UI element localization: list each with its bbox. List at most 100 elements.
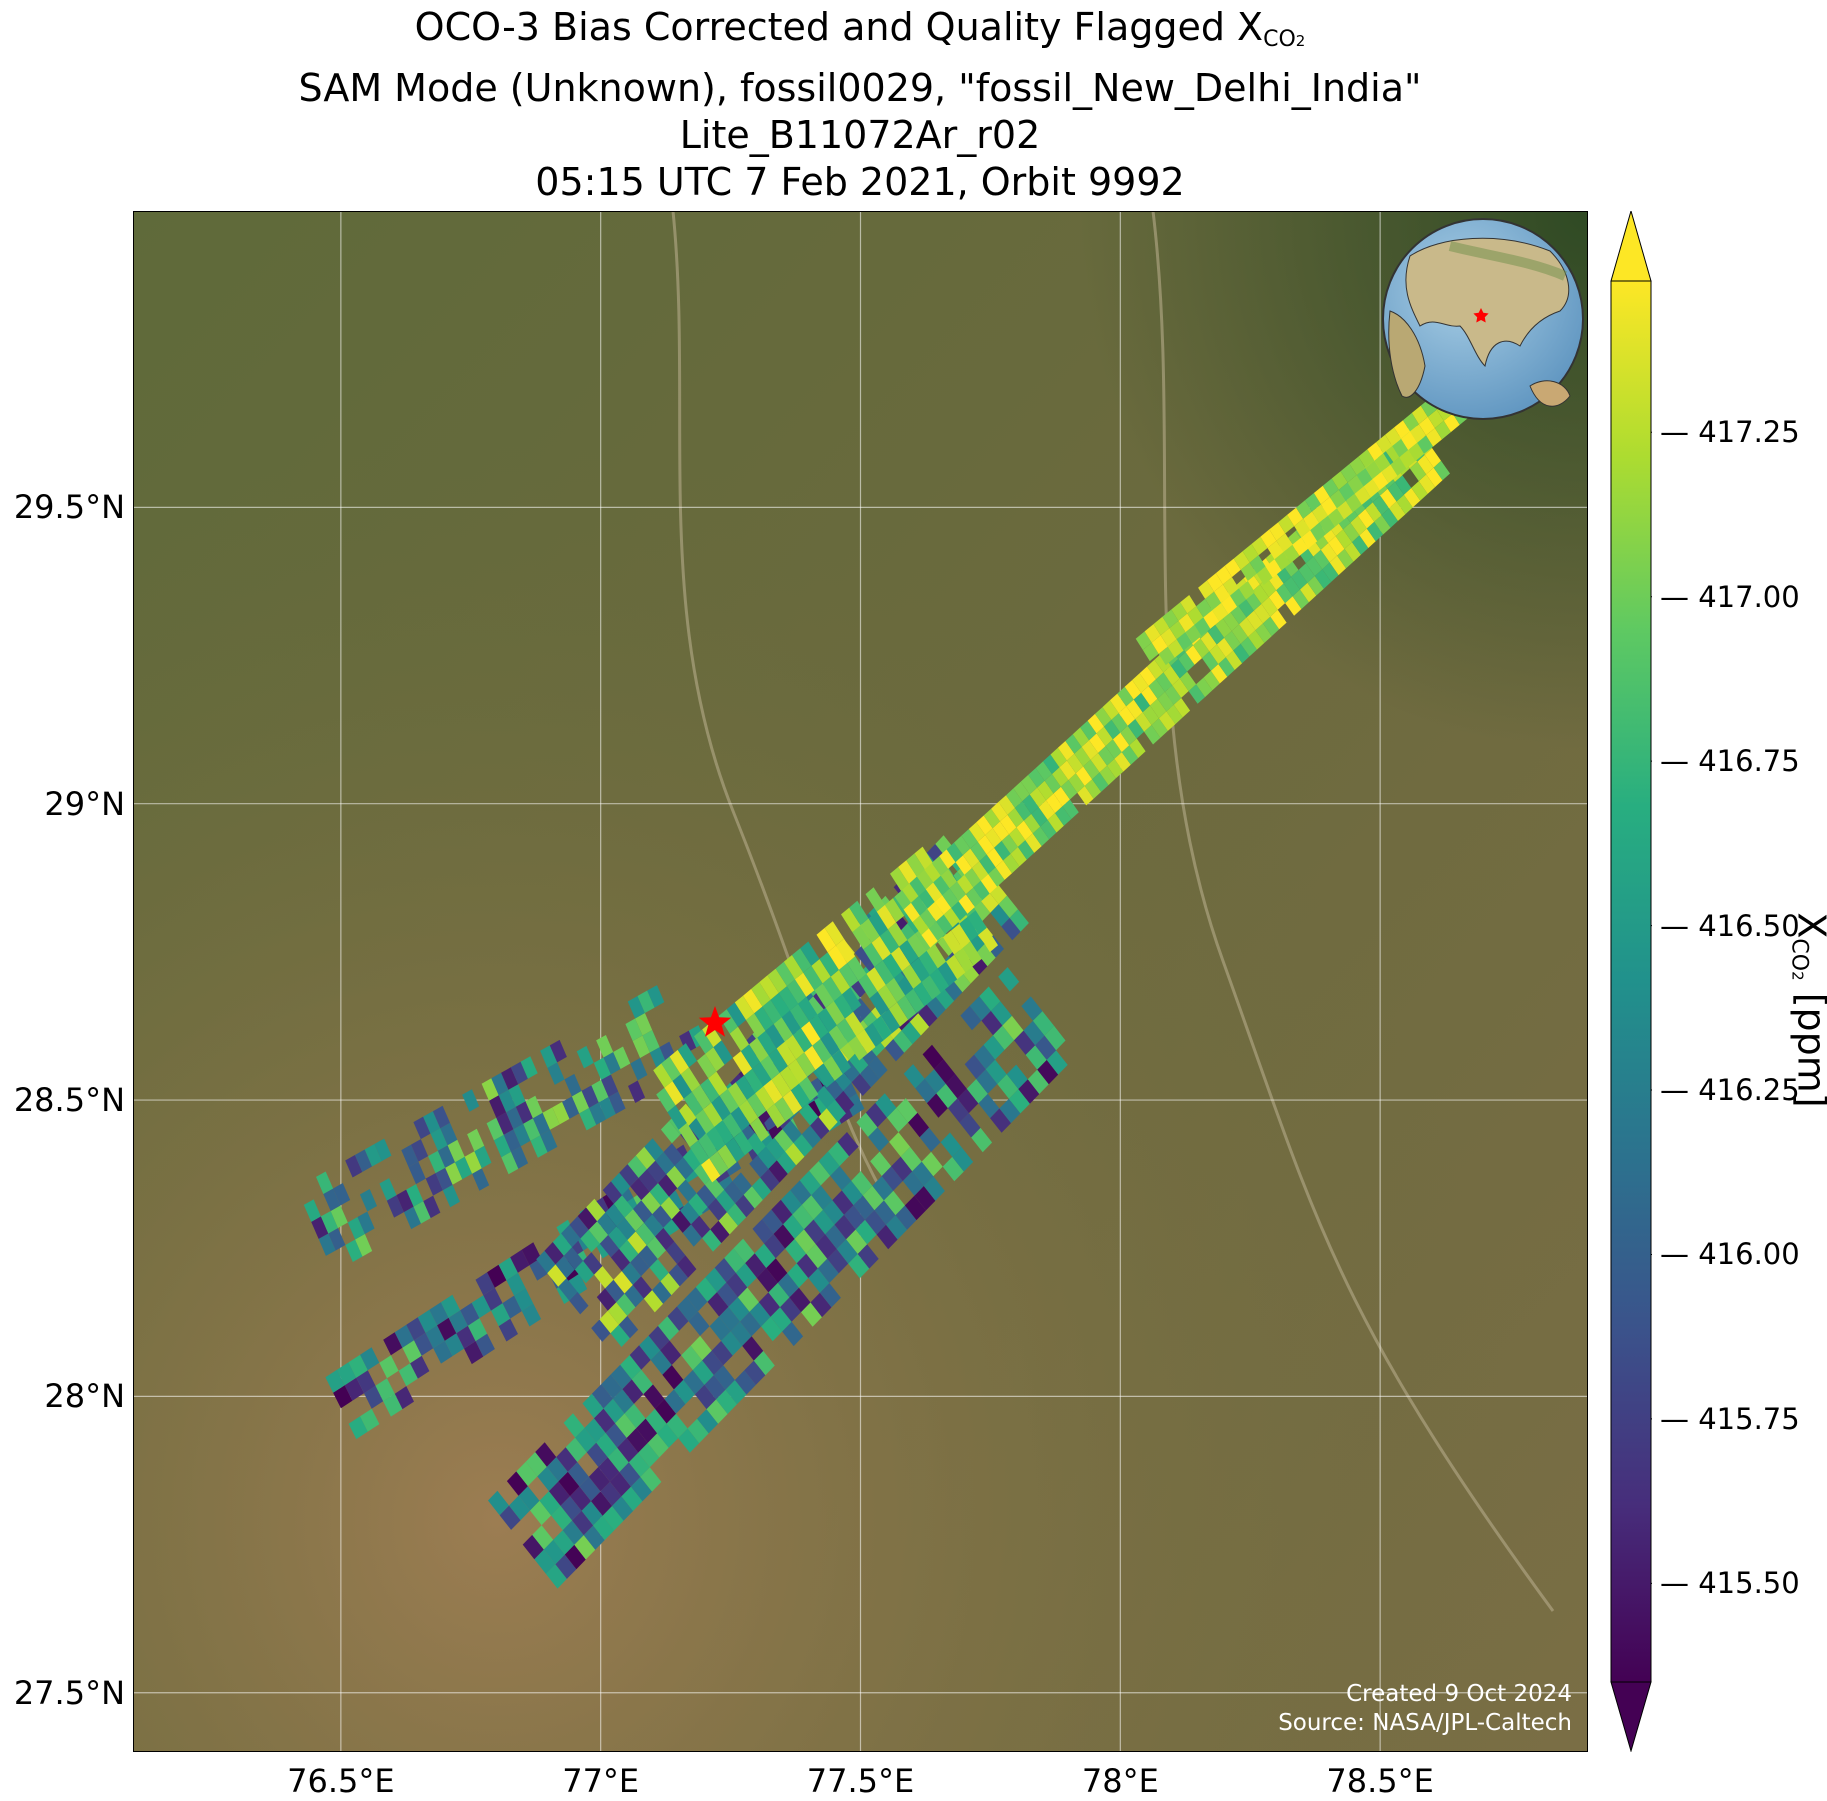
- sounding-cell: [616, 1293, 636, 1316]
- sounding-cell: [1171, 602, 1188, 621]
- sounding-cell: [1239, 617, 1256, 637]
- sounding-cell: [1050, 747, 1067, 768]
- sounding-cell: [1329, 489, 1346, 509]
- sounding-cell: [631, 1369, 653, 1395]
- sounding-cell: [637, 990, 655, 1013]
- sounding-cell: [781, 1010, 802, 1035]
- sounding-cell: [1411, 481, 1428, 501]
- sounding-cell: [437, 1317, 457, 1341]
- sounding-cell: [1009, 827, 1026, 847]
- sounding-cell: [615, 1413, 637, 1438]
- sounding-cell: [936, 914, 953, 935]
- sounding-cell: [1151, 718, 1168, 738]
- ganges-river: [1151, 211, 1555, 1612]
- sounding-cell: [718, 1009, 738, 1034]
- sounding-cell: [1240, 562, 1257, 581]
- sounding-cell: [1032, 1011, 1054, 1036]
- sounding-cell: [744, 1360, 766, 1385]
- sounding-cell: [681, 1345, 703, 1370]
- sounding-cell: [708, 1071, 728, 1096]
- sounding-cell: [1043, 754, 1060, 774]
- sounding-cell: [562, 1520, 584, 1545]
- sounding-cell: [911, 896, 928, 916]
- sounding-cell: [1291, 570, 1308, 590]
- sounding-cell: [947, 1098, 969, 1123]
- sounding-cell: [1000, 814, 1017, 835]
- sounding-cell: [870, 1151, 892, 1176]
- globe-asia: [1405, 237, 1570, 368]
- sounding-cell: [833, 994, 854, 1019]
- sounding-cell: [1172, 678, 1189, 698]
- sounding-cell: [1112, 732, 1130, 753]
- sounding-cell: [1006, 788, 1023, 808]
- sounding-cell: [997, 1074, 1019, 1099]
- sounding-cell: [793, 1134, 813, 1157]
- sounding-cell: [707, 1198, 727, 1221]
- sounding-cell: [508, 1084, 526, 1107]
- sounding-cell: [1032, 826, 1050, 847]
- sounding-cell: [809, 1161, 831, 1186]
- sounding-cell: [726, 1203, 747, 1226]
- sounding-cell: [703, 1102, 723, 1127]
- sounding-cell: [1233, 551, 1250, 570]
- sounding-cell: [613, 1271, 633, 1294]
- sounding-cell: [694, 1384, 716, 1410]
- sounding-cell: [522, 1534, 544, 1560]
- sounding-cell: [940, 1132, 962, 1157]
- sounding-cell: [827, 1248, 849, 1274]
- title-line-1: OCO-3 Bias Corrected and Quality Flagged…: [414, 5, 1306, 52]
- sounding-cell: [742, 1336, 764, 1361]
- sounding-cell: [894, 890, 911, 910]
- sounding-cell: [886, 1215, 908, 1240]
- sounding-cell: [1347, 475, 1364, 494]
- sounding-cell: [564, 1073, 582, 1097]
- sounding-cell: [1169, 620, 1186, 640]
- sounding-cell: [549, 1039, 567, 1063]
- sounding-cell: [1230, 588, 1246, 607]
- sounding-cell: [348, 1354, 368, 1378]
- sounding-cell: [602, 1506, 624, 1531]
- sounding-cell: [1158, 646, 1175, 666]
- sounding-cell: [1265, 559, 1282, 578]
- sounding-cell: [1352, 535, 1369, 555]
- sounding-cell: [1037, 780, 1054, 801]
- sounding-cell: [594, 1408, 616, 1433]
- sounding-cell: [481, 1078, 499, 1101]
- sounding-cell: [1053, 786, 1070, 807]
- sounding-cell: [912, 915, 929, 935]
- sounding-cell: [1046, 1050, 1068, 1075]
- sounding-cell: [1248, 630, 1265, 650]
- sounding-cell: [513, 1123, 531, 1147]
- sounding-cell: [515, 1101, 533, 1124]
- sounding-cell: [1359, 528, 1376, 548]
- sounding-cell: [660, 1272, 680, 1296]
- sounding-cell: [667, 1306, 689, 1331]
- sounding-cell: [1261, 597, 1278, 617]
- sounding-cell: [552, 1101, 570, 1125]
- globe-africa: [1388, 310, 1426, 398]
- sounding-cell: [318, 1233, 336, 1256]
- map-panel[interactable]: [133, 211, 1588, 1752]
- sounding-cell: [770, 1307, 792, 1332]
- sounding-cell: [702, 1022, 722, 1048]
- sounding-cell: [1409, 461, 1427, 482]
- sounding-cell: [1141, 686, 1158, 706]
- sounding-cell: [646, 1236, 666, 1259]
- sounding-cell: [1023, 813, 1041, 834]
- sounding-cell: [787, 1059, 808, 1084]
- sounding-cell: [1294, 518, 1311, 538]
- sounding-cell: [749, 1155, 769, 1178]
- sounding-cell: [777, 1273, 799, 1298]
- sounding-cell: [323, 1188, 341, 1211]
- sounding-cell: [607, 1447, 629, 1472]
- sounding-cell: [586, 1198, 606, 1222]
- sounding-cell: [560, 1496, 582, 1521]
- sounding-cell: [360, 1408, 380, 1432]
- sounding-cell: [754, 1243, 776, 1268]
- sounding-cell: [921, 975, 941, 1000]
- sounding-cell: [1010, 846, 1027, 867]
- sounding-cell: [824, 921, 844, 946]
- lon-tick-label: 76.5°E: [287, 1762, 395, 1800]
- sounding-cell: [609, 1472, 631, 1497]
- sounding-cell: [1008, 1089, 1030, 1114]
